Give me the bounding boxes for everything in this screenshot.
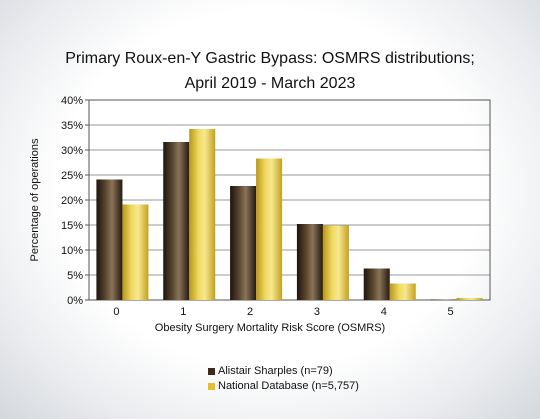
bar-series-2-cat-0 <box>122 204 149 300</box>
bar-series-2-cat-4 <box>389 283 416 300</box>
chart-title: Primary Roux-en-Y Gastric Bypass: OSMRS … <box>0 46 540 96</box>
y-tick-label: 40% <box>61 95 83 107</box>
x-axis-ticks: 0 1 2 3 4 5 <box>113 306 453 318</box>
legend-label-series-1: Alistair Sharples (n=79) <box>218 365 333 377</box>
chart-title-line1: Primary Roux-en-Y Gastric Bypass: OSMRS … <box>65 50 475 67</box>
x-axis-title: Obesity Surgery Mortality Risk Score (OS… <box>155 322 385 334</box>
y-tick-label: 35% <box>61 120 83 132</box>
bar-series-1-cat-5 <box>430 299 457 301</box>
y-axis-ticks: 0% 5% 10% 15% 20% 25% 30% 35% 40% <box>61 95 89 307</box>
x-tick-label: 4 <box>381 306 387 318</box>
y-tick-label: 10% <box>61 245 83 257</box>
bar-series-2-cat-3 <box>322 225 349 300</box>
legend-item-series-2: National Database (n=5,757) <box>208 379 359 394</box>
bar-series-2-cat-5 <box>456 298 483 300</box>
legend-label-series-2: National Database (n=5,757) <box>218 380 359 392</box>
x-tick-label: 2 <box>247 306 253 318</box>
x-tick-label: 3 <box>314 306 320 318</box>
y-axis-title: Percentage of operations <box>29 138 41 261</box>
bar-series-2-cat-2 <box>256 158 283 300</box>
chart-subtitle: April 2019 - March 2023 <box>184 75 356 92</box>
legend-item-series-1: Alistair Sharples (n=79) <box>208 364 359 379</box>
y-tick-label: 20% <box>61 195 83 207</box>
legend: Alistair Sharples (n=79) National Databa… <box>208 364 359 394</box>
bar-series-1-cat-0 <box>96 179 123 300</box>
legend-swatch-series-2 <box>208 383 215 390</box>
legend-swatch-series-1 <box>208 368 215 375</box>
x-tick-label: 5 <box>448 306 454 318</box>
x-tick-label: 0 <box>113 306 119 318</box>
y-tick-label: 0% <box>67 295 83 307</box>
y-tick-label: 5% <box>67 270 83 282</box>
bar-series-1-cat-4 <box>363 268 390 300</box>
bar-series-1-cat-1 <box>163 142 190 300</box>
y-tick-label: 30% <box>61 145 83 157</box>
y-tick-label: 25% <box>61 170 83 182</box>
bar-series-1-cat-3 <box>296 224 323 300</box>
bars <box>96 129 483 301</box>
y-tick-label: 15% <box>61 220 83 232</box>
bar-series-2-cat-1 <box>189 129 216 300</box>
x-tick-label: 1 <box>180 306 186 318</box>
grid-lines <box>89 124 490 276</box>
bar-series-1-cat-2 <box>230 186 257 300</box>
